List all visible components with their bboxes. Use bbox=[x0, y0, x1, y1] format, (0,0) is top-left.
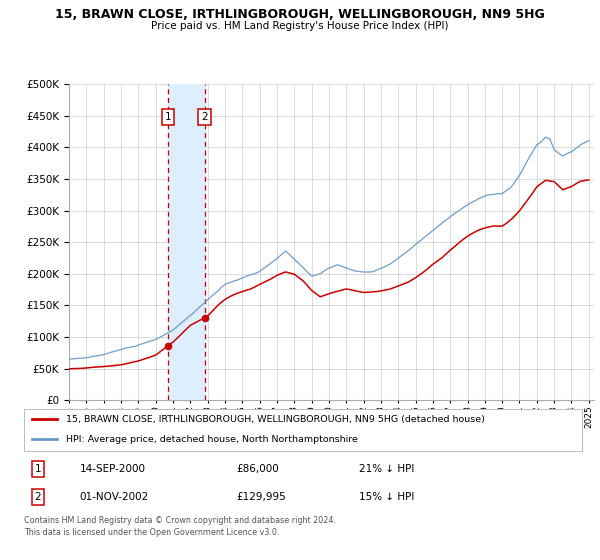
Text: Contains HM Land Registry data © Crown copyright and database right 2024.: Contains HM Land Registry data © Crown c… bbox=[24, 516, 336, 525]
Text: 2: 2 bbox=[35, 492, 41, 502]
Text: 01-NOV-2002: 01-NOV-2002 bbox=[80, 492, 149, 502]
Text: 15, BRAWN CLOSE, IRTHLINGBOROUGH, WELLINGBOROUGH, NN9 5HG (detached house): 15, BRAWN CLOSE, IRTHLINGBOROUGH, WELLIN… bbox=[66, 415, 485, 424]
Text: HPI: Average price, detached house, North Northamptonshire: HPI: Average price, detached house, Nort… bbox=[66, 435, 358, 444]
Text: This data is licensed under the Open Government Licence v3.0.: This data is licensed under the Open Gov… bbox=[24, 528, 280, 536]
Text: £86,000: £86,000 bbox=[236, 464, 279, 474]
Text: 1: 1 bbox=[35, 464, 41, 474]
Bar bbox=[168, 84, 205, 400]
Text: 14-SEP-2000: 14-SEP-2000 bbox=[80, 464, 146, 474]
Text: 21% ↓ HPI: 21% ↓ HPI bbox=[359, 464, 414, 474]
Text: 2: 2 bbox=[202, 112, 208, 122]
Text: 15% ↓ HPI: 15% ↓ HPI bbox=[359, 492, 414, 502]
Text: 15, BRAWN CLOSE, IRTHLINGBOROUGH, WELLINGBOROUGH, NN9 5HG: 15, BRAWN CLOSE, IRTHLINGBOROUGH, WELLIN… bbox=[55, 8, 545, 21]
Text: £129,995: £129,995 bbox=[236, 492, 286, 502]
Text: 1: 1 bbox=[164, 112, 171, 122]
Text: Price paid vs. HM Land Registry's House Price Index (HPI): Price paid vs. HM Land Registry's House … bbox=[151, 21, 449, 31]
